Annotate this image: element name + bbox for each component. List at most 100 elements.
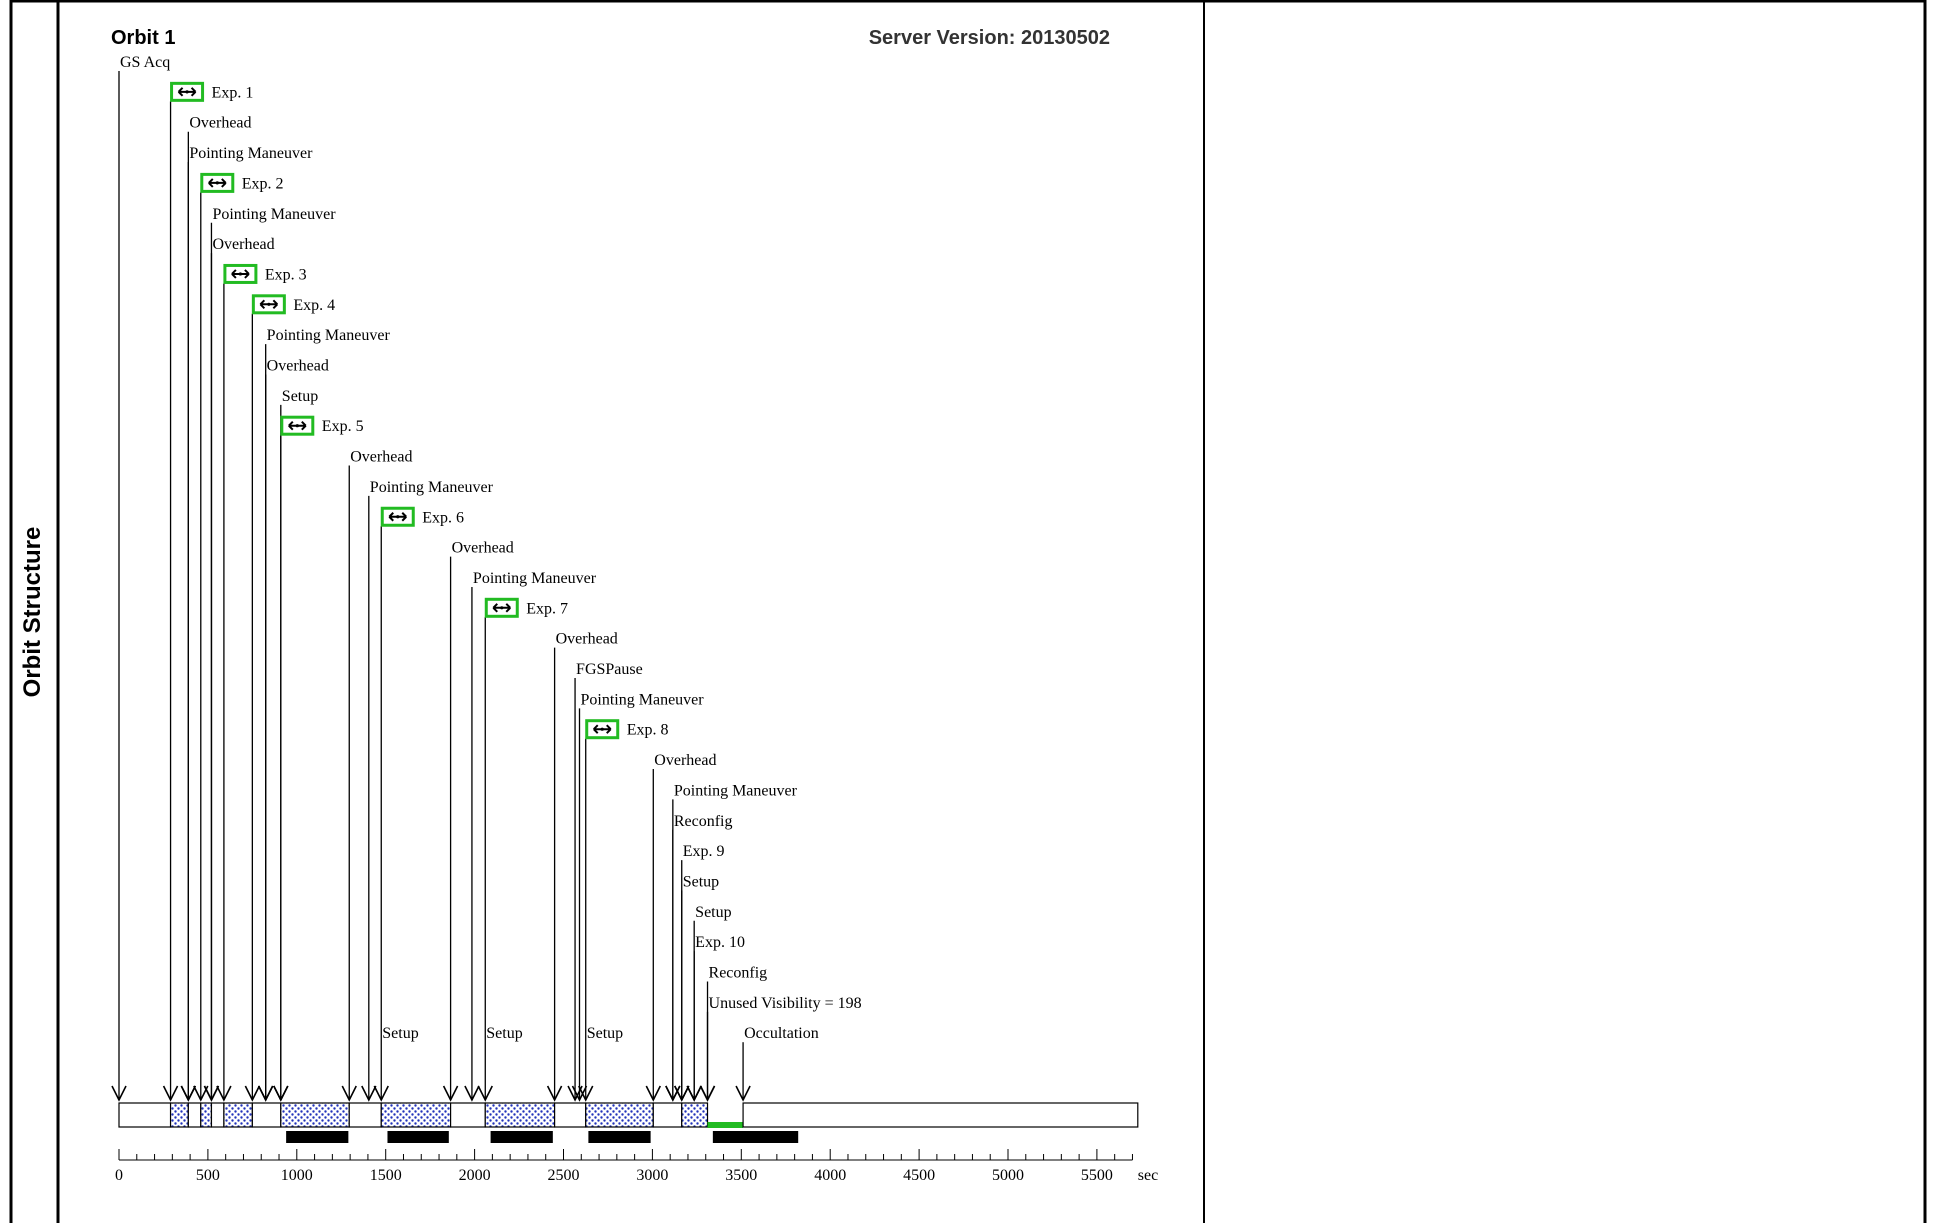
event-arrowhead bbox=[578, 1085, 594, 1102]
event-label: Pointing Maneuver bbox=[581, 691, 705, 708]
event-arrowhead bbox=[571, 1085, 588, 1102]
event-arrowhead bbox=[193, 1085, 209, 1102]
event-label: Setup bbox=[587, 1025, 623, 1042]
event-label: Unused Visibility = 198 bbox=[709, 995, 862, 1012]
x-tick-label: 1000 bbox=[281, 1167, 313, 1184]
timeline-segment bbox=[449, 1102, 486, 1128]
x-tick-label: 5500 bbox=[1081, 1167, 1113, 1184]
expand-dot-icon bbox=[185, 90, 189, 94]
outer-border bbox=[9, 0, 1927, 1223]
timeline-segment bbox=[348, 1102, 382, 1128]
event-label: Exp. 4 bbox=[293, 297, 335, 314]
event-label: Setup bbox=[282, 388, 318, 405]
x-tick-label: 5000 bbox=[992, 1167, 1024, 1184]
event-label: Overhead bbox=[212, 236, 274, 253]
event-arrowhead bbox=[341, 1085, 357, 1102]
exposure-segment bbox=[585, 1102, 654, 1128]
x-tick-label: 1500 bbox=[370, 1167, 402, 1184]
visibility-black-bar bbox=[387, 1131, 449, 1143]
timeline-segment bbox=[554, 1102, 587, 1128]
event-arrowhead bbox=[674, 1085, 690, 1102]
event-label: Overhead bbox=[654, 752, 716, 769]
event-arrowhead bbox=[645, 1085, 662, 1102]
event-label: Pointing Maneuver bbox=[674, 782, 798, 799]
event-label: Exp. 7 bbox=[526, 600, 568, 617]
x-tick-label: 3000 bbox=[636, 1167, 668, 1184]
expand-dot-icon bbox=[600, 727, 604, 731]
event-label: Exp. 3 bbox=[265, 266, 307, 283]
event-label: Pointing Maneuver bbox=[212, 206, 336, 223]
expand-dot-icon bbox=[215, 181, 219, 185]
event-arrowhead bbox=[735, 1085, 751, 1102]
x-tick-label: 4000 bbox=[814, 1167, 846, 1184]
expand-dot-icon bbox=[267, 302, 271, 306]
x-axis-unit: sec bbox=[1138, 1167, 1158, 1184]
x-tick-label: 2000 bbox=[459, 1167, 491, 1184]
event-label: Pointing Maneuver bbox=[267, 327, 391, 344]
exposure-segment bbox=[681, 1102, 709, 1128]
event-label: Exp. 1 bbox=[212, 84, 254, 101]
visibility-black-bar bbox=[286, 1131, 349, 1143]
visibility-black-bar bbox=[588, 1131, 651, 1143]
timeline-segment bbox=[187, 1102, 202, 1128]
event-label: Overhead bbox=[452, 540, 514, 557]
event-arrowhead bbox=[686, 1085, 702, 1102]
side-label: Orbit Structure bbox=[19, 527, 46, 698]
event-label: Exp. 8 bbox=[627, 722, 669, 739]
event-arrowhead bbox=[180, 1085, 197, 1102]
exposure-segment bbox=[484, 1102, 556, 1128]
event-label: Exp. 6 bbox=[422, 509, 464, 526]
expand-dot-icon bbox=[295, 424, 299, 428]
orbit-title: Orbit 1 bbox=[111, 27, 175, 49]
exposure-segment bbox=[280, 1102, 350, 1128]
exposure-segment bbox=[380, 1102, 452, 1128]
event-arrowhead bbox=[442, 1085, 459, 1102]
event-arrowhead bbox=[477, 1085, 493, 1102]
event-label: Setup bbox=[683, 873, 719, 890]
event-arrowhead bbox=[111, 1085, 127, 1102]
expand-dot-icon bbox=[396, 515, 400, 519]
expand-dot-icon bbox=[500, 606, 504, 610]
x-tick-label: 0 bbox=[115, 1167, 123, 1184]
event-label: Overhead bbox=[350, 449, 412, 466]
event-arrowhead bbox=[162, 1085, 179, 1102]
event-label: Overhead bbox=[267, 358, 329, 375]
exposure-segment bbox=[200, 1102, 213, 1128]
event-label: FGSPause bbox=[576, 661, 643, 678]
event-arrowhead bbox=[546, 1085, 563, 1102]
timeline-segment bbox=[652, 1102, 683, 1128]
event-label: Overhead bbox=[556, 631, 618, 648]
event-arrowhead bbox=[257, 1085, 274, 1102]
event-label: Pointing Maneuver bbox=[189, 145, 313, 162]
x-tick-label: 4500 bbox=[903, 1167, 935, 1184]
timeline-segment bbox=[210, 1102, 225, 1128]
event-arrowhead bbox=[244, 1085, 261, 1102]
event-label: Reconfig bbox=[674, 813, 733, 830]
event-label: Exp. 10 bbox=[695, 934, 745, 951]
event-label: Overhead bbox=[189, 115, 251, 132]
x-tick-label: 3500 bbox=[725, 1167, 757, 1184]
event-arrowhead bbox=[361, 1085, 377, 1102]
timeline-segment bbox=[251, 1102, 282, 1128]
event-arrowhead bbox=[699, 1085, 716, 1102]
event-arrowhead bbox=[464, 1085, 480, 1102]
server-version: Server Version: 20130502 bbox=[869, 27, 1110, 49]
visibility-black-bar bbox=[490, 1131, 553, 1143]
exposure-segment bbox=[169, 1102, 189, 1128]
event-arrowhead bbox=[203, 1085, 220, 1102]
event-label: Reconfig bbox=[709, 965, 768, 982]
x-tick-label: 500 bbox=[196, 1167, 220, 1184]
event-label: Exp. 9 bbox=[683, 843, 725, 860]
event-arrowhead bbox=[373, 1085, 389, 1102]
event-label: Exp. 2 bbox=[242, 175, 284, 192]
unused-visibility-bar bbox=[707, 1122, 744, 1128]
event-arrowhead bbox=[216, 1085, 232, 1102]
event-label: Pointing Maneuver bbox=[473, 570, 597, 587]
event-label: Setup bbox=[486, 1025, 522, 1042]
event-label: Exp. 5 bbox=[322, 418, 364, 435]
exposure-segment bbox=[223, 1102, 253, 1128]
timeline-segment bbox=[742, 1102, 1139, 1128]
event-label: Occultation bbox=[744, 1025, 819, 1042]
event-label: Pointing Maneuver bbox=[370, 479, 494, 496]
